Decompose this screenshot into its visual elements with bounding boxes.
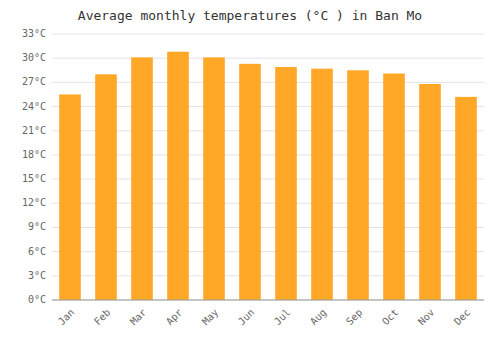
x-tick-label: May — [200, 307, 221, 328]
bar — [167, 52, 189, 300]
y-tick-label: 0°C — [28, 294, 46, 305]
bar — [275, 67, 297, 300]
bar — [131, 57, 153, 300]
x-tick-label: Jun — [236, 307, 257, 328]
bar — [311, 69, 333, 300]
y-tick-labels: 0°C 3°C 6°C 9°C 12°C 15°C 18°C 21°C 24°C 27°C 30°C… — [22, 28, 46, 305]
x-tick-label: Jan — [56, 307, 77, 328]
x-tick-label: Oct — [380, 307, 401, 328]
chart: 0°C 3°C 6°C 9°C 12°C 15°C 18°C 21°C 24°C 27°C 30°C… — [0, 0, 500, 350]
x-tick-label: Feb — [92, 307, 113, 328]
x-tick-label: Dec — [452, 307, 473, 328]
grid-line — [52, 58, 484, 59]
y-tick-label: 3°C — [28, 270, 46, 281]
y-tick-label: 6°C — [28, 246, 46, 257]
x-tick-label: Mar — [128, 307, 149, 328]
bars — [59, 52, 477, 300]
x-tick-label: Sep — [344, 307, 365, 328]
bar — [203, 57, 225, 300]
y-grid — [52, 34, 484, 300]
title: Average monthly temperatures (°C ) in Ba… — [78, 8, 422, 23]
bar — [95, 74, 117, 300]
bar — [347, 70, 369, 300]
y-tick-label: 30°C — [22, 52, 46, 63]
x-tick-labels: Jan Feb Mar Apr May Jun Jul Aug Sep Oct Nov Dec — [56, 307, 473, 328]
bar — [59, 94, 81, 300]
y-tick-label: 15°C — [22, 173, 46, 184]
y-tick-label: 24°C — [22, 101, 46, 112]
x-tick-label: Apr — [164, 307, 185, 328]
y-tick-label: 9°C — [28, 221, 46, 232]
y-tick-label: 18°C — [22, 149, 46, 160]
y-tick-label: 21°C — [22, 125, 46, 136]
x-axis-line — [52, 300, 484, 301]
y-tick-label: 12°C — [22, 197, 46, 208]
x-tick-label: Aug — [308, 307, 329, 328]
bar — [455, 97, 477, 300]
bar — [419, 84, 441, 300]
grid-line — [52, 300, 484, 301]
x-tick-label: Nov — [416, 307, 437, 328]
bar — [383, 73, 405, 300]
grid-line — [52, 34, 484, 35]
x-tick-label: Jul — [272, 307, 293, 328]
grid-line — [52, 82, 484, 83]
bar — [239, 64, 261, 300]
page: {"chart_data": {"type": "bar", "title": … — [0, 0, 500, 350]
y-tick-label: 27°C — [22, 76, 46, 87]
y-tick-label: 33°C — [22, 28, 46, 39]
